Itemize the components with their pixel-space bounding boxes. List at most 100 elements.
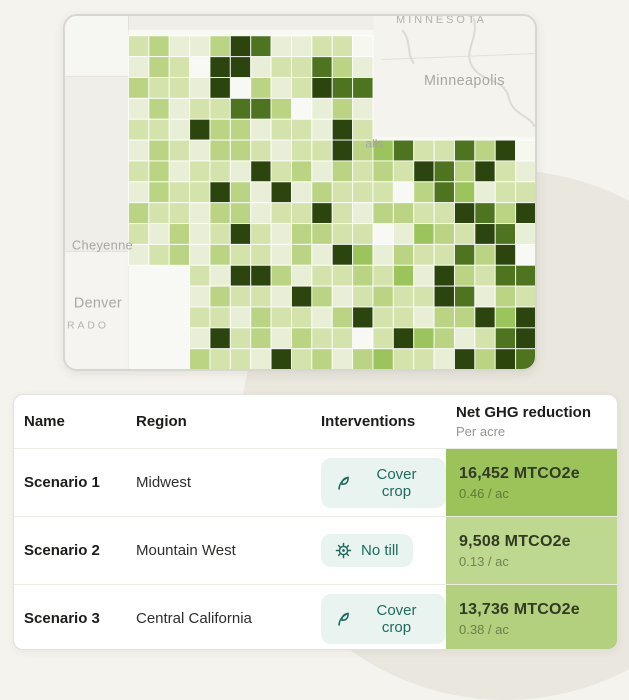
county-cell [270, 77, 292, 99]
intervention-badge[interactable]: Cover crop [321, 593, 446, 644]
intervention-badge[interactable]: Cover crop [321, 457, 446, 508]
county-cell [148, 202, 170, 225]
county-cell [352, 35, 374, 58]
county-cell [250, 181, 272, 204]
intervention-badge[interactable]: No till [321, 534, 413, 567]
column-header-ghg: Net GHG reduction Per acre [446, 395, 617, 448]
county-cell [270, 56, 292, 78]
county-cell [229, 223, 252, 245]
county-cell [209, 181, 231, 204]
county-cell [453, 348, 476, 369]
county-cell [290, 306, 313, 329]
county-cell [331, 223, 354, 245]
county-cell [494, 181, 517, 204]
county-cell [331, 56, 354, 78]
county-cell [433, 223, 455, 245]
county-cell [413, 160, 435, 183]
county-cell [270, 97, 292, 120]
county-cell [433, 285, 455, 308]
map-place-label: MINNESOTA [396, 16, 487, 26]
county-cell [250, 327, 272, 350]
map-place-label: Minneapolis [424, 73, 505, 89]
county-cell [413, 285, 435, 308]
county-cell [127, 35, 150, 58]
county-cell [168, 35, 191, 58]
county-cell [229, 139, 252, 162]
county-cell [433, 202, 455, 225]
county-cell [127, 181, 150, 204]
scenario-region: Central California [136, 610, 252, 627]
map-card[interactable]: MINNESOTA Minneapolis alls Cheyenne Denver RA… [63, 14, 537, 371]
county-cell [433, 139, 455, 162]
intervention-label: Cover crop [376, 465, 417, 500]
county-cell [189, 139, 211, 162]
county-cell [392, 285, 415, 308]
county-cell [148, 77, 170, 99]
county-cell [270, 160, 292, 183]
county-cell [413, 348, 435, 369]
county-cell [331, 181, 354, 204]
county-cell [515, 285, 535, 308]
county-cell [229, 181, 252, 204]
county-cell [433, 327, 455, 350]
county-cell [127, 77, 150, 99]
county-cell [331, 327, 354, 350]
ghg-per-acre: 0.38 / ac [459, 621, 509, 637]
county-cell [453, 223, 476, 245]
county-cell [229, 348, 252, 369]
county-cell [290, 118, 313, 141]
county-cell [290, 223, 313, 245]
county-cell [148, 243, 170, 266]
county-cell [189, 348, 211, 369]
county-cell [270, 327, 292, 350]
ghg-reduction-cell: 9,508 MTCO2e 0.13 / ac [446, 517, 617, 584]
county-cell [474, 139, 496, 162]
county-cell [494, 223, 517, 245]
county-cell [189, 223, 211, 245]
county-cell [290, 202, 313, 225]
county-cell [413, 181, 435, 204]
county-cell [453, 181, 476, 204]
county-cell [209, 306, 231, 329]
county-cell [515, 139, 535, 162]
county-cell [331, 306, 354, 329]
county-cell [515, 306, 535, 329]
county-cell [311, 97, 333, 120]
county-cell [413, 264, 435, 287]
county-cell [250, 348, 272, 369]
county-cell [494, 285, 517, 308]
table-row[interactable]: Scenario 2 Mountain West No till 9,508 M… [14, 516, 617, 584]
county-cell [209, 56, 231, 78]
county-cell [372, 243, 394, 266]
county-cell [189, 202, 211, 225]
county-cell [453, 285, 476, 308]
county-cell [433, 243, 455, 266]
county-cell [250, 264, 272, 287]
county-cell [189, 160, 211, 183]
choropleth-map[interactable]: MINNESOTA Minneapolis alls Cheyenne Denver RA… [65, 16, 535, 369]
county-cell [290, 243, 313, 266]
ghg-value: 13,736 MTCO2e [459, 600, 580, 618]
county-cell [270, 223, 292, 245]
county-cell [250, 35, 272, 58]
county-cell [311, 181, 333, 204]
county-cell [311, 202, 333, 225]
county-cell [515, 327, 535, 350]
county-cell [433, 160, 455, 183]
scenario-name: Scenario 1 [24, 474, 100, 491]
county-cell [168, 181, 191, 204]
ghg-reduction-cell: 16,452 MTCO2e 0.46 / ac [446, 449, 617, 516]
county-cell [209, 348, 231, 369]
county-cell [372, 264, 394, 287]
county-cell [474, 285, 496, 308]
county-cell [250, 77, 272, 99]
county-cell [209, 202, 231, 225]
cover-crop-icon [338, 476, 349, 490]
county-cell [433, 181, 455, 204]
table-row[interactable]: Scenario 3 Central California Cover crop… [14, 584, 617, 649]
county-cell [229, 97, 252, 120]
scenario-region: Mountain West [136, 542, 236, 559]
table-row[interactable]: Scenario 1 Midwest Cover crop 16,452 MTC… [14, 448, 617, 516]
county-cell [453, 264, 476, 287]
county-cell [331, 285, 354, 308]
